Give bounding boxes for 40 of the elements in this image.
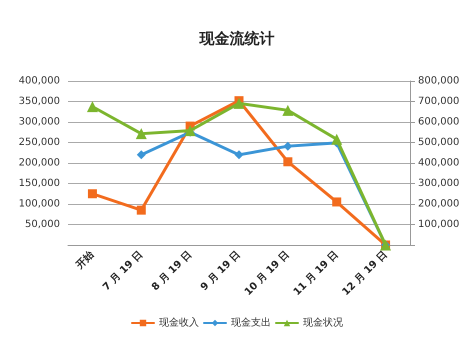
point <box>282 104 294 116</box>
point <box>86 101 98 112</box>
y2-tick-label: 200,000 <box>418 198 460 210</box>
point <box>234 98 244 109</box>
y2-tick-label: 600,000 <box>418 116 460 128</box>
y-tick-label: 50,000 <box>25 219 60 230</box>
y2-tick-label: 700,000 <box>418 96 460 107</box>
y-tick-label: 250,000 <box>18 137 60 148</box>
y2-tick-label: 500,000 <box>418 137 460 148</box>
x-tick-label: 11 月 19 日 <box>292 249 341 298</box>
x-tick-label: 8 月 19 日 <box>150 249 194 294</box>
y-tick-label: 300,000 <box>18 116 60 128</box>
y-tick-label: 150,000 <box>18 178 60 189</box>
y2-tick-label: 300,000 <box>418 178 460 189</box>
point <box>234 150 244 160</box>
legend-label: 现金支出 <box>231 316 271 328</box>
point <box>136 150 146 160</box>
legend-label: 现金状况 <box>303 316 343 328</box>
point <box>331 134 342 145</box>
x-tick-label: 开始 <box>72 248 98 272</box>
x-tick-label: 12 月 19 日 <box>340 249 390 298</box>
point <box>88 189 97 198</box>
x-tick-label: 9 月 19 日 <box>198 249 243 294</box>
x-tick-label: 7 月 19 日 <box>101 249 146 294</box>
y-tick-label: 100,000 <box>18 198 60 210</box>
y2-tick-label: 100,000 <box>418 219 460 230</box>
y-tick-label: 200,000 <box>18 158 60 168</box>
y2-tick-label: 800,000 <box>418 76 460 86</box>
y2-tick-label: 400,000 <box>418 158 460 168</box>
legend-label: 现金收入 <box>159 316 199 328</box>
point <box>136 206 146 215</box>
y-tick-label: 400,000 <box>18 76 60 86</box>
point <box>136 128 147 140</box>
point <box>283 142 292 151</box>
x-tick-label: 10 月 19 日 <box>242 249 292 298</box>
y-tick-label: 350,000 <box>18 96 60 107</box>
point <box>283 157 292 166</box>
point <box>184 125 196 136</box>
point <box>332 197 342 206</box>
chart-title: 现金流统计 <box>198 30 274 48</box>
